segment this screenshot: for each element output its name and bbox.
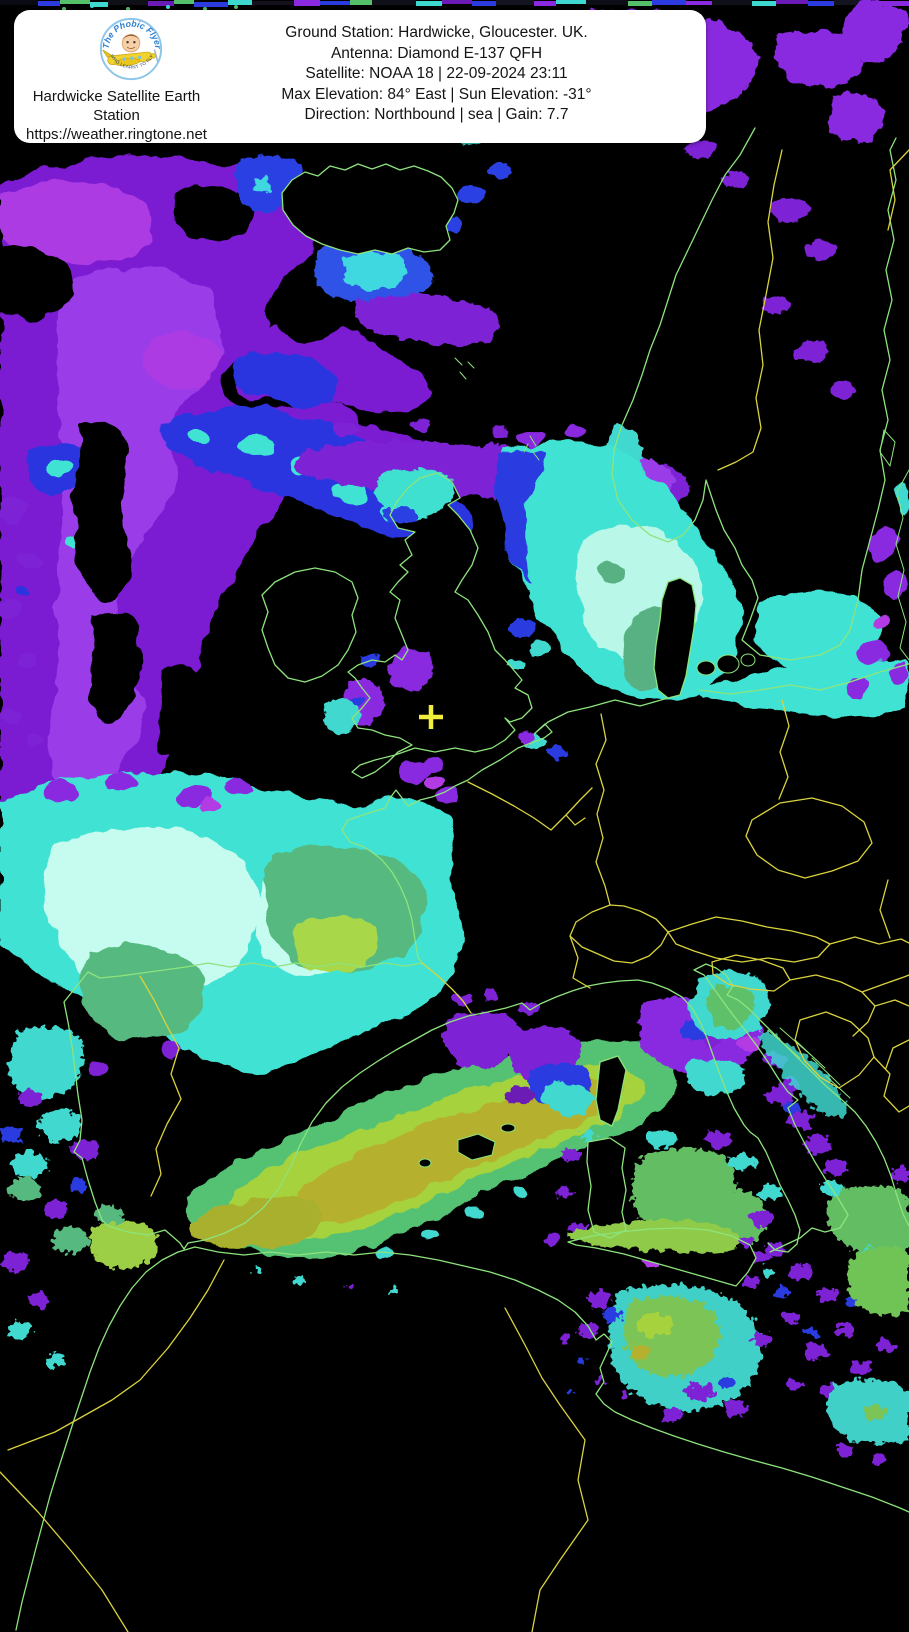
border-balkans-east bbox=[829, 879, 909, 1113]
coast-sweden bbox=[741, 137, 897, 661]
land-great-britain bbox=[348, 473, 532, 778]
antenna-line: Antenna: Diamond E-137 QFH bbox=[330, 44, 543, 62]
coast-morocco-atlantic bbox=[15, 1246, 196, 1631]
coast-ireland bbox=[261, 567, 359, 683]
coast-sicily bbox=[567, 1227, 757, 1287]
border-austria bbox=[667, 916, 831, 963]
coast-continental-west bbox=[63, 697, 801, 1253]
border-czechia bbox=[745, 797, 873, 879]
phobic-flyer-logo-icon: The Phobic Flyer WHO LEARNT TO FLY bbox=[99, 17, 163, 81]
border-switzerland bbox=[569, 904, 669, 964]
station-identity: The Phobic Flyer WHO LEARNT TO FLY bbox=[14, 10, 219, 143]
border-west-sahara bbox=[0, 1471, 129, 1632]
station-logo: The Phobic Flyer WHO LEARNT TO FLY bbox=[96, 15, 166, 85]
clouds-biscay bbox=[0, 758, 463, 1075]
country-borders bbox=[0, 149, 909, 1632]
ground-station-marker bbox=[419, 705, 443, 729]
land-mallorca bbox=[458, 1134, 495, 1160]
coast-baltic-south bbox=[699, 663, 909, 695]
border-france-germany bbox=[595, 837, 611, 906]
land-masses bbox=[262, 164, 756, 1286]
land-bornholm bbox=[741, 654, 755, 666]
border-norway-sweden bbox=[717, 149, 783, 471]
border-germany-poland bbox=[778, 699, 790, 800]
coast-faroes bbox=[454, 357, 475, 380]
coastlines bbox=[15, 127, 909, 1631]
station-website: https://weather.ringtone.net bbox=[26, 126, 207, 143]
border-lapland bbox=[887, 149, 909, 231]
land-corsica bbox=[596, 1056, 626, 1126]
border-netherlands-germany bbox=[595, 713, 607, 839]
coast-north-africa bbox=[194, 1246, 909, 1513]
border-france-spain bbox=[421, 962, 472, 1014]
border-slovenia bbox=[711, 954, 791, 992]
border-morocco-algeria bbox=[7, 1259, 225, 1451]
clouds-north-atlantic bbox=[0, 155, 474, 876]
elevation-line: Max Elevation: 84° East | Sun Elevation:… bbox=[281, 85, 592, 103]
coast-norway bbox=[611, 127, 756, 581]
coast-danish-isles bbox=[696, 653, 756, 676]
station-name-line2: Station bbox=[93, 107, 140, 124]
capture-details: Ground Station: Hardwicke, Gloucester. U… bbox=[219, 10, 706, 143]
border-algeria-tunisia bbox=[504, 1307, 561, 1406]
land-jutland bbox=[654, 578, 696, 698]
scan-noise-strip bbox=[0, 0, 909, 11]
coast-baltic-east bbox=[895, 469, 909, 661]
clouds-southern-mediterranean bbox=[254, 1243, 909, 1465]
land-funen bbox=[697, 661, 715, 675]
land-ireland bbox=[262, 568, 358, 682]
clouds-gulf-of-lion bbox=[444, 989, 800, 1116]
coast-jutland bbox=[653, 577, 697, 699]
land-ibiza bbox=[419, 1159, 431, 1167]
direction-line: Direction: Northbound | sea | Gain: 7.7 bbox=[304, 106, 569, 124]
border-belgium bbox=[467, 781, 593, 831]
coast-great-britain bbox=[347, 472, 533, 779]
ground-station-line: Ground Station: Hardwicke, Gloucester. U… bbox=[285, 24, 588, 41]
coast-sardinia bbox=[586, 1137, 627, 1239]
border-portugal-spain bbox=[139, 975, 182, 1197]
station-name-line1: Hardwicke Satellite Earth bbox=[32, 88, 201, 105]
land-iceland bbox=[282, 164, 458, 254]
capture-info-card: The Phobic Flyer WHO LEARNT TO FLY bbox=[14, 10, 706, 143]
satellite-line: Satellite: NOAA 18 | 22-09-2024 23:11 bbox=[305, 65, 568, 83]
coast-shetland bbox=[523, 435, 540, 461]
station-name: Hardwicke Satellite Earth Station bbox=[33, 87, 201, 125]
border-france-italy bbox=[569, 935, 591, 989]
land-zealand bbox=[717, 655, 739, 673]
coast-balearics bbox=[418, 1123, 516, 1168]
coast-corsica bbox=[595, 1055, 627, 1127]
coast-italy-adriatic bbox=[693, 963, 909, 1253]
land-menorca bbox=[501, 1124, 515, 1132]
coast-gotland bbox=[879, 429, 896, 467]
border-bosnia bbox=[794, 1011, 875, 1089]
land-sardinia bbox=[587, 1138, 626, 1238]
border-tunisia-libya bbox=[531, 1404, 589, 1632]
coast-iceland bbox=[281, 163, 459, 255]
